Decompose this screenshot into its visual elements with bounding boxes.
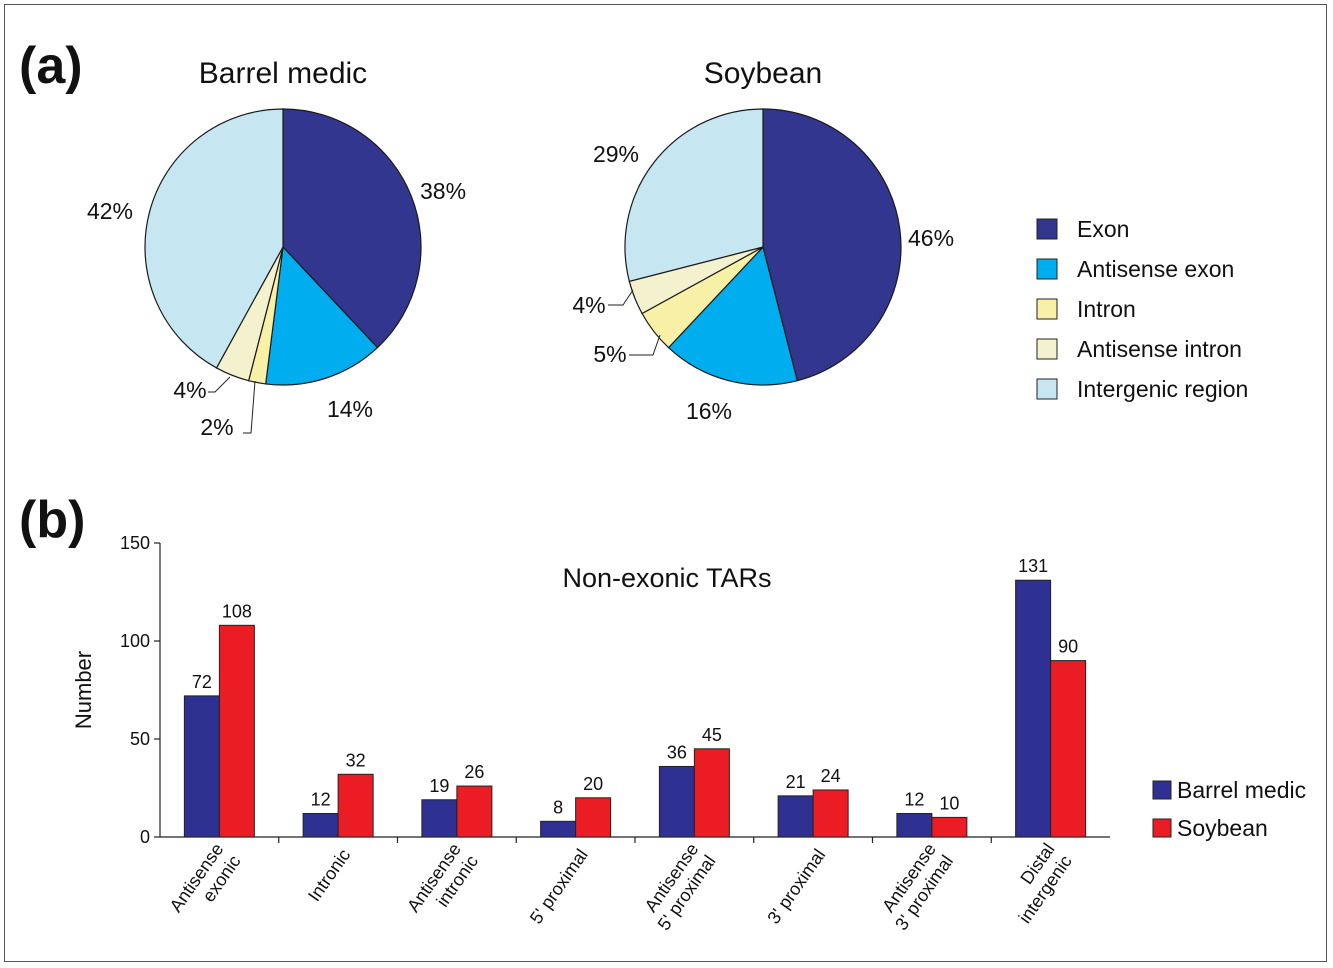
y-tick-label: 100 — [120, 631, 150, 651]
pie-slice — [624, 108, 764, 283]
bar-barrel-medic — [302, 812, 339, 838]
slice-label: 29% — [593, 141, 639, 167]
legend-label: Antisense intron — [1077, 336, 1242, 362]
legend-item: Exon — [1036, 216, 1129, 242]
bar-barrel-medic — [896, 812, 933, 838]
slice-label: 46% — [908, 225, 954, 251]
bar-barrel-medic — [183, 695, 220, 838]
legend-item: Intergenic region — [1036, 376, 1248, 402]
pie-slice — [144, 108, 284, 369]
slice-label: 4% — [572, 292, 605, 318]
x-category-label: Antisense5' proximal — [636, 840, 719, 934]
figure-canvas: (a) (b) Barrel medic 38% 14% 2% 4% 42% Soybean… — [19, 37, 1306, 934]
legend-swatch — [1152, 780, 1172, 800]
bar-value-label: 36 — [667, 742, 687, 762]
bar-soybean — [693, 748, 730, 838]
bar-value-label: 26 — [464, 762, 484, 782]
bar-value-label: 20 — [583, 774, 603, 794]
x-category-label: 3' proximal — [763, 845, 829, 927]
pie-slice — [762, 108, 902, 382]
legend-label: Exon — [1077, 216, 1129, 242]
bar-legend-item: Soybean — [1152, 815, 1268, 841]
y-tick-label: 50 — [130, 729, 150, 749]
x-category-label: Antisenseexonic — [166, 840, 245, 928]
slice-label: 42% — [87, 198, 133, 224]
bar-barrel-medic — [777, 795, 814, 838]
legend-label: Intron — [1077, 296, 1136, 322]
bar-soybean — [812, 789, 849, 838]
slice-label: 2% — [200, 414, 233, 440]
bar-soybean — [575, 797, 612, 838]
bar-barrel-medic — [1015, 579, 1052, 838]
x-category-label: Intronic — [304, 845, 354, 905]
bar-soybean — [218, 624, 255, 838]
legend-label: Barrel medic — [1177, 777, 1306, 803]
pie-title: Barrel medic — [199, 57, 367, 90]
bar-value-label: 21 — [786, 772, 806, 792]
bar-value-label: 8 — [553, 797, 563, 817]
bar-value-label: 12 — [904, 789, 924, 809]
bar-value-label: 24 — [821, 766, 841, 786]
bar-barrel-medic — [421, 799, 458, 838]
legend-item: Antisense intron — [1036, 336, 1242, 362]
bar-chart-title: Non-exonic TARs — [562, 563, 771, 593]
bar-value-label: 90 — [1058, 637, 1078, 657]
legend-swatch — [1036, 298, 1058, 320]
y-tick-label: 0 — [140, 827, 150, 847]
slice-label: 16% — [686, 398, 732, 424]
leader-line — [243, 380, 256, 434]
bar-soybean — [931, 816, 968, 838]
x-category-label: Distalintergenic — [997, 840, 1075, 927]
slice-label: 4% — [173, 377, 206, 403]
pie-legend: Exon Antisense exon Intron Antisense intron… — [1036, 216, 1248, 402]
panel-label-a: (a) — [19, 37, 83, 95]
bar-value-label: 12 — [311, 789, 331, 809]
legend-swatch — [1036, 218, 1058, 240]
panel-label-b: (b) — [19, 491, 85, 549]
bar-soybean — [1050, 660, 1087, 838]
x-category-label: 5' proximal — [526, 845, 592, 927]
figure-frame: (a) (b) Barrel medic 38% 14% 2% 4% 42% Soybean… — [4, 4, 1327, 962]
pie-barrel-medic: Barrel medic 38% 14% 2% 4% 42% — [87, 57, 466, 440]
leader-line — [208, 376, 231, 393]
x-category-label: Antisenseintronic — [403, 840, 482, 928]
bar-value-label: 45 — [702, 725, 722, 745]
pie-charts: Barrel medic 38% 14% 2% 4% 42% Soybean 46% 16% 5%… — [87, 57, 954, 440]
pie-soybean: Soybean 46% 16% 5% 4% 29% — [572, 57, 954, 424]
pie-slice — [667, 245, 799, 386]
slice-label: 38% — [420, 178, 466, 204]
bar-value-label: 108 — [222, 601, 252, 621]
bar-barrel-medic — [540, 820, 577, 838]
bar-value-label: 19 — [429, 776, 449, 796]
bar-value-label: 131 — [1018, 556, 1048, 576]
legend-swatch — [1152, 818, 1172, 838]
pie-slice — [282, 108, 422, 349]
slice-label: 14% — [327, 396, 373, 422]
leader-line — [629, 334, 661, 356]
y-axis-title: Number — [71, 651, 96, 729]
y-tick-label: 150 — [120, 533, 150, 553]
legend-label: Intergenic region — [1077, 376, 1248, 402]
pie-slice — [265, 245, 379, 386]
legend-label: Soybean — [1177, 815, 1268, 841]
legend-label: Antisense exon — [1077, 256, 1234, 282]
legend-swatch — [1036, 338, 1058, 360]
legend-swatch — [1036, 258, 1058, 280]
bar-soybean — [337, 773, 374, 838]
bar-legend-item: Barrel medic — [1152, 777, 1306, 803]
legend-swatch — [1036, 378, 1058, 400]
pie-title: Soybean — [704, 57, 822, 90]
legend-item: Antisense exon — [1036, 256, 1234, 282]
leader-line — [608, 289, 634, 306]
x-category-label: Antisense3' proximal — [874, 840, 957, 934]
bar-soybean — [456, 785, 493, 838]
bar-barrel-medic — [658, 765, 695, 838]
bar-value-label: 10 — [939, 793, 959, 813]
slice-label: 5% — [593, 341, 626, 367]
bar-value-label: 32 — [346, 750, 366, 770]
legend-item: Intron — [1036, 296, 1136, 322]
bar-value-label: 72 — [192, 672, 212, 692]
